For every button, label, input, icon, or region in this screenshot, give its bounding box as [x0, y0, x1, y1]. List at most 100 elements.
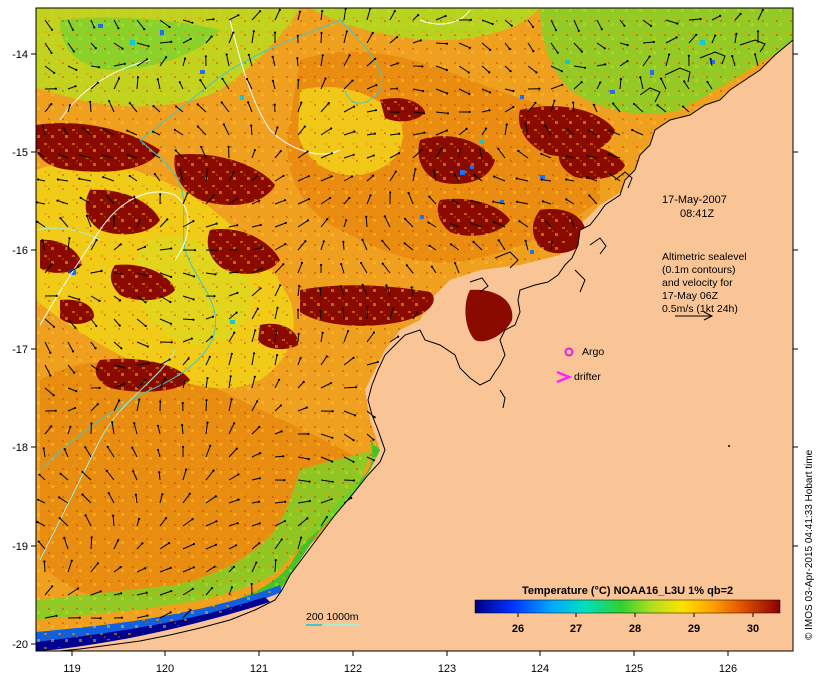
velocity-arrow [474, 174, 483, 182]
velocity-arrow-head [383, 215, 386, 218]
velocity-arrow-head [676, 22, 679, 25]
velocity-arrow-head [361, 283, 364, 286]
velocity-arrow [340, 263, 345, 274]
velocity-arrow-head [580, 50, 584, 53]
velocity-arrow-head [283, 479, 286, 482]
velocity-arrow [550, 100, 555, 113]
longitude-labels: 119 120 121 122 123 124 125 126 [63, 663, 737, 675]
velocity-arrow [159, 567, 171, 573]
velocity-arrow [153, 153, 161, 159]
velocity-arrow-head [128, 102, 131, 105]
velocity-arrow [136, 615, 148, 619]
velocity-arrow-head [470, 222, 473, 225]
lon-tick-label: 120 [156, 663, 174, 675]
velocity-arrow [136, 341, 148, 347]
velocity-arrow-head [396, 87, 399, 90]
sst-cyan-pixels [130, 40, 705, 324]
velocity-arrow-head [444, 14, 447, 18]
velocity-arrow-head [541, 200, 545, 203]
velocity-arrow [471, 200, 483, 205]
velocity-arrow [566, 198, 575, 205]
data-dot [728, 445, 730, 447]
velocity-arrow-head [341, 306, 345, 310]
velocity-arrow-head [532, 50, 535, 53]
velocity-arrow [297, 126, 306, 136]
velocity-arrow [67, 387, 77, 392]
velocity-arrow [182, 220, 194, 228]
velocity-arrow [136, 318, 147, 327]
velocity-arrow [382, 263, 391, 274]
sst-texture [36, 8, 793, 651]
velocity-arrow-head [213, 295, 216, 298]
velocity-arrow-head [102, 128, 105, 131]
velocity-arrow-head [75, 390, 78, 393]
velocity-arrow-head [296, 34, 299, 37]
velocity-arrow-head [220, 101, 223, 104]
velocity-arrow-head [639, 76, 642, 79]
velocity-arrow [657, 104, 667, 113]
velocity-arrow [389, 336, 399, 343]
velocity-arrow [504, 42, 511, 50]
velocity-arrow-head [510, 24, 513, 27]
velocity-arrow-head [210, 35, 213, 38]
velocity-arrow [131, 447, 138, 458]
velocity-arrow-head [470, 199, 473, 202]
velocity-arrow-head [569, 216, 572, 219]
velocity-arrow [274, 175, 284, 182]
velocity-arrow [67, 266, 79, 274]
velocity-arrow-head [169, 566, 172, 570]
velocity-arrow [566, 155, 575, 159]
velocity-arrow-head [59, 472, 62, 475]
velocity-arrow-head [101, 154, 104, 157]
velocity-arrow [297, 219, 309, 228]
velocity-arrow-head [352, 479, 355, 482]
velocity-arrow-head [428, 244, 431, 247]
velocity-arrow-head [182, 445, 185, 449]
velocity-arrow-head [49, 374, 52, 377]
velocity-arrow [67, 65, 77, 71]
velocity-arrow-head [170, 275, 173, 278]
velocity-arrow [89, 101, 92, 113]
velocity-arrow-head [192, 298, 195, 301]
velocity-arrow [57, 179, 69, 182]
velocity-arrow-head [56, 178, 60, 181]
velocity-arrow-head [235, 311, 238, 314]
velocity-arrow-head [258, 522, 261, 525]
velocity-arrow [251, 224, 261, 228]
velocity-arrow-head [260, 246, 263, 249]
altimetry-line: 0.5m/s (1kt 24h) [662, 303, 738, 315]
velocity-arrow-head [141, 542, 144, 545]
velocity-arrow-head [478, 148, 481, 151]
velocity-arrow-head [366, 305, 369, 309]
velocity-arrow-head [352, 439, 355, 442]
lat-tick-label: -17 [12, 344, 28, 356]
velocity-arrow [412, 14, 419, 21]
velocity-arrow-head [252, 352, 256, 355]
velocity-arrow-head [353, 130, 356, 133]
velocity-arrow [296, 58, 299, 67]
velocity-arrow [389, 171, 397, 182]
velocity-arrow [42, 239, 46, 251]
velocity-arrow-head [116, 539, 120, 542]
velocity-arrow [412, 149, 423, 159]
velocity-arrow-head [95, 324, 98, 328]
velocity-arrow [182, 58, 186, 67]
velocity-arrow-head [619, 78, 623, 81]
velocity-arrow-head [430, 265, 433, 268]
velocity-arrow-head [330, 498, 333, 501]
velocity-arrow [86, 215, 92, 228]
velocity-arrow [385, 285, 391, 297]
velocity-arrow [90, 590, 101, 596]
velocity-arrow [182, 380, 186, 389]
velocity-arrow-head [398, 132, 401, 135]
velocity-arrow [320, 433, 333, 439]
velocity-arrow-head [321, 54, 324, 57]
velocity-arrow [205, 18, 214, 21]
velocity-arrow-head [660, 77, 663, 80]
velocity-arrow-head [143, 245, 147, 248]
velocity-arrow-head [273, 103, 276, 106]
velocity-arrow [136, 272, 147, 277]
velocity-arrow [366, 58, 376, 67]
velocity-arrow [619, 42, 628, 46]
velocity-arrow-head [517, 149, 520, 153]
